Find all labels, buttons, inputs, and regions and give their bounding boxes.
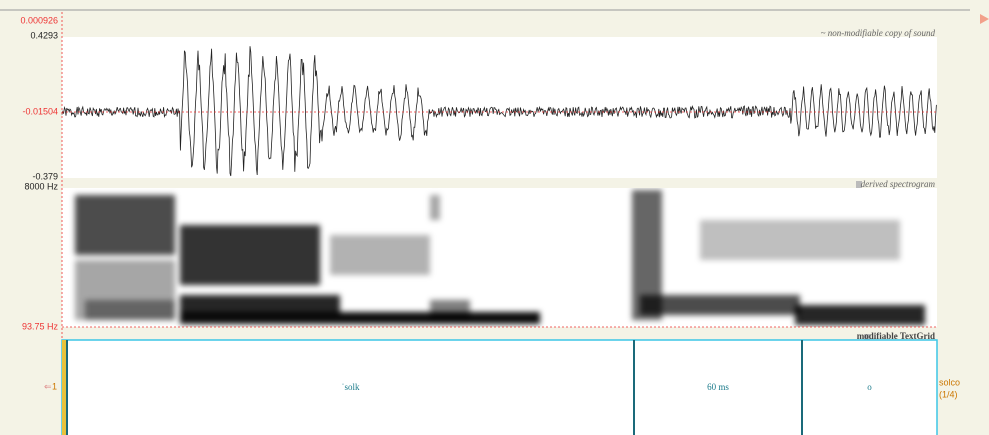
interval-label[interactable]: 60 ms (707, 382, 729, 392)
spectrogram-energy (700, 220, 900, 260)
spectrogram-max: 8000 Hz (24, 181, 58, 191)
spectrogram-min: 93.75 Hz (22, 321, 59, 331)
spectrogram-energy (795, 305, 925, 325)
page: 0.000926 0.4293 -0.01504 -0.379 ~ non-mo… (0, 0, 989, 435)
textgrid-editor: 0.000926 0.4293 -0.01504 -0.379 ~ non-mo… (0, 0, 989, 435)
cursor-time: 0.000926 (20, 15, 58, 25)
sound-label: ~ non-modifiable copy of sound (821, 28, 936, 38)
tier-arrow: ⇐ (44, 381, 52, 391)
spectrogram-energy (75, 195, 175, 255)
sound-max: 0.4293 (30, 30, 58, 40)
spectrogram-energy (85, 300, 175, 320)
tier[interactable] (62, 340, 937, 435)
spectrogram-energy (180, 312, 540, 324)
sound-cursor-value: -0.01504 (22, 106, 58, 116)
spectrogram-energy (180, 225, 320, 285)
interval-label[interactable]: o (867, 382, 872, 392)
tier-name: solco (939, 377, 960, 387)
tier-count: (1/4) (939, 389, 958, 399)
spectrogram-energy (640, 295, 800, 315)
spectrogram-energy (430, 195, 440, 220)
sound-min: -0.379 (32, 171, 58, 181)
tier-number: 1 (52, 381, 57, 391)
interval-label[interactable]: ˈsolk (342, 382, 361, 392)
spectrogram-energy (430, 300, 470, 320)
spectrogram-energy (330, 235, 430, 275)
spectrogram-label: derived spectrogram (861, 179, 936, 189)
